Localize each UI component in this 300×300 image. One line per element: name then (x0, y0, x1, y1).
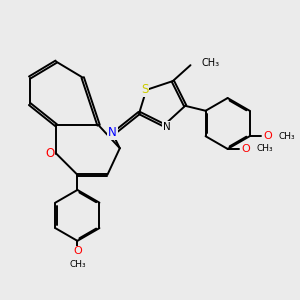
Text: CH₃: CH₃ (256, 144, 273, 153)
Text: CH₃: CH₃ (279, 132, 295, 141)
Text: O: O (242, 144, 250, 154)
Text: N: N (108, 126, 117, 139)
Text: CH₃: CH₃ (69, 260, 86, 269)
Text: O: O (45, 147, 54, 160)
Text: O: O (264, 131, 272, 141)
Text: S: S (141, 83, 148, 96)
Text: N: N (163, 122, 171, 132)
Text: O: O (73, 246, 82, 256)
Text: CH₃: CH₃ (201, 58, 219, 68)
